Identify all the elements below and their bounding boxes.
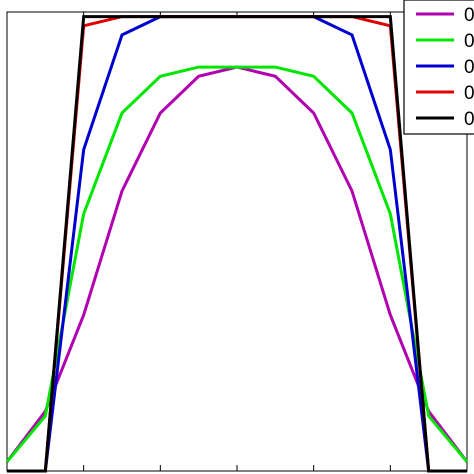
legend-label-2: 0: [464, 31, 474, 52]
series-line-5: [7, 15, 467, 473]
plot-area: [6, 11, 468, 472]
legend-label-1: 0: [464, 5, 474, 26]
series-layer: [5, 15, 469, 473]
plot-frame: [6, 11, 468, 472]
legend: 0 0 0 0 0: [403, 0, 474, 135]
legend-label-4: 0: [464, 83, 474, 104]
series-line-2: [5, 65, 469, 463]
legend-label-5: 0: [464, 109, 474, 130]
legend-label-3: 0: [464, 57, 474, 78]
